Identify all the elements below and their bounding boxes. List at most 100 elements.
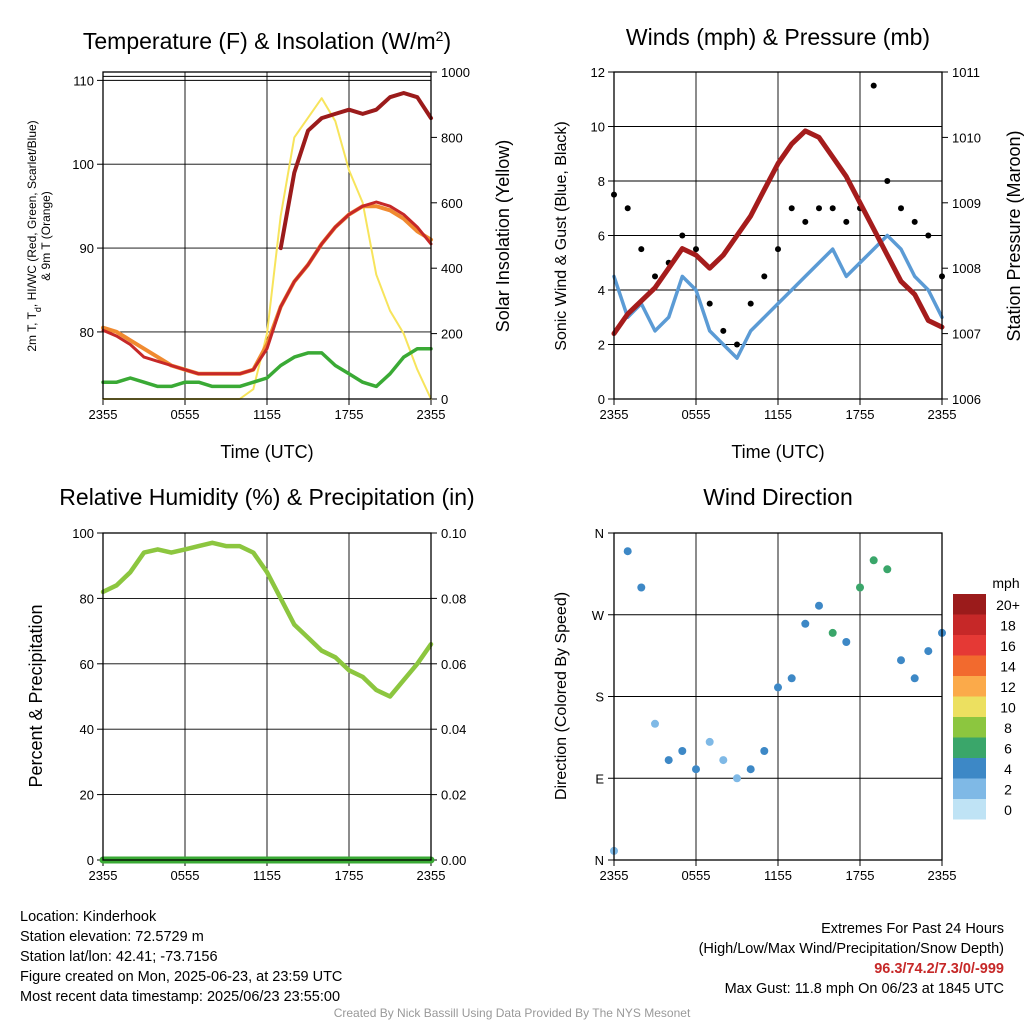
legend-label: 12	[1000, 679, 1016, 695]
wind-ytick-label: 2	[598, 338, 605, 353]
temp-ytick-right-label: 800	[441, 130, 463, 145]
legend-label: 0	[1004, 802, 1012, 818]
gust-point	[734, 341, 740, 348]
gust-point	[624, 205, 631, 212]
direction-point	[692, 765, 700, 774]
rh-xtick-label: 2355	[417, 868, 446, 883]
rh-ytick-label: 20	[80, 788, 94, 803]
temp-ytick-label: 90	[80, 241, 94, 256]
direction-point	[719, 756, 728, 765]
extremes-subtitle: (High/Low/Max Wind/Precipitation/Snow De…	[698, 941, 1004, 957]
temp-ytick-right-label: 600	[441, 196, 463, 211]
temp-ytick-right-label: 0	[441, 392, 448, 407]
gust-point	[747, 300, 754, 307]
direction-point	[705, 737, 714, 746]
gust-point	[638, 246, 645, 253]
temp-ytick-right-label: 200	[441, 327, 463, 342]
info-elevation: Station elevation: 72.5729 m	[20, 929, 204, 945]
direction-point	[842, 638, 851, 646]
gust-point	[870, 82, 877, 89]
temp-ylabel-sub: d	[33, 307, 43, 312]
legend-label: 14	[1000, 659, 1016, 675]
dir-xtick-label: 0555	[682, 868, 711, 883]
temp-ytick-right-label: 400	[441, 261, 463, 276]
legend-swatch	[953, 799, 986, 820]
gust-point	[898, 205, 904, 212]
temperature-panel: 2355 0555 1155 1755 2355 80 90 100 110 0 200 400 600…	[25, 28, 513, 462]
temp-xtick-label: 0555	[171, 407, 200, 422]
rh-xtick-label: 1155	[253, 868, 281, 883]
wind-xtick-label: 2355	[600, 407, 629, 422]
direction-point	[746, 765, 755, 774]
rh-ytick-right-label: 0.02	[441, 788, 466, 803]
station-pressure-line	[611, 128, 945, 337]
legend-label: 4	[1004, 761, 1012, 777]
rh-ylabel: Percent & Precipitation	[26, 604, 46, 787]
rh-title: Relative Humidity (%) & Precipitation (i…	[59, 484, 474, 510]
legend-swatch	[953, 655, 986, 676]
rh-ytick-label: 0	[87, 853, 94, 868]
wind-ytick-label: 10	[591, 120, 605, 135]
dir-ytick-label: S	[595, 690, 604, 705]
temp-title-end: )	[443, 28, 451, 54]
gust-point	[788, 205, 795, 212]
temp-ylabel-right: Solar Insolation (Yellow)	[493, 140, 513, 332]
direction-point	[664, 756, 673, 765]
extremes-title: Extremes For Past 24 Hours	[821, 921, 1004, 937]
legend-swatch	[953, 696, 986, 717]
legend-swatch	[953, 758, 986, 779]
direction-point	[623, 547, 632, 556]
credit-line: Created By Nick Bassill Using Data Provi…	[333, 1006, 691, 1020]
wind-title: Winds (mph) & Pressure (mb)	[626, 24, 930, 50]
legend-swatch	[953, 778, 986, 799]
direction-point	[678, 747, 687, 755]
temp-ytick-label: 100	[72, 157, 94, 172]
gust-point	[706, 300, 713, 307]
rh-ytick-right-label: 0.00	[441, 853, 466, 868]
dir-title: Wind Direction	[703, 484, 853, 510]
rh-ytick-label: 60	[80, 657, 94, 672]
legend-label: 2	[1004, 782, 1012, 798]
direction-point	[801, 619, 810, 628]
gust-point	[802, 218, 809, 225]
heat-index-line	[278, 91, 433, 251]
dir-ytick-label: W	[592, 608, 605, 623]
extremes-info: Extremes For Past 24 Hours (High/Low/Max…	[699, 919, 1004, 999]
dir-ylabel: Direction (Colored By Speed)	[553, 592, 570, 800]
info-location: Location: Kinderhook	[20, 909, 157, 925]
direction-point	[828, 628, 837, 637]
direction-point	[856, 583, 864, 592]
legend-label: 20+	[996, 597, 1020, 613]
gust-point	[843, 218, 850, 225]
rh-ytick-right-label: 0.10	[441, 526, 466, 541]
gust-point	[829, 205, 836, 212]
wind-ytick-right-label: 1009	[952, 196, 981, 211]
temp-title: Temperature (F) & Insolation (W/m2)	[83, 28, 451, 54]
temp-xlabel: Time (UTC)	[220, 442, 313, 462]
direction-point	[760, 747, 769, 755]
dir-ytick-label: N	[595, 853, 604, 868]
temp-ylabel-1: 2m T, Td, HI/WC (Red, Green, Scarlet/Blu…	[25, 120, 43, 351]
dir-frame	[613, 532, 943, 861]
direction-point	[787, 674, 796, 683]
station-info: Location: Kinderhook Station elevation: …	[20, 907, 342, 1007]
wind-ytick-right-label: 1010	[952, 130, 981, 145]
legend-swatch	[953, 717, 986, 738]
direction-point	[733, 774, 741, 783]
info-created: Figure created on Mon, 2025-06-23, at 23…	[20, 969, 343, 985]
temp-frame	[102, 71, 432, 400]
dewpoint-line	[101, 346, 433, 389]
temp-ylabel-2: & 9m T (Orange)	[39, 191, 53, 281]
direction-point	[637, 583, 646, 592]
legend-title: mph	[992, 575, 1019, 591]
direction-point	[774, 683, 782, 692]
max-gust: Max Gust: 11.8 mph On 06/23 at 1845 UTC	[724, 981, 1004, 997]
rh-ytick-right-label: 0.04	[441, 722, 466, 737]
direction-point	[910, 674, 919, 683]
rh-frame	[102, 532, 432, 861]
temp-ylabel-rest: , HI/WC (Red, Green, Scarlet/Blue)	[25, 120, 39, 307]
info-timestamp: Most recent data timestamp: 2025/06/23 2…	[20, 989, 341, 1005]
legend-swatch	[953, 737, 986, 758]
gust-point	[911, 218, 918, 225]
legend-label: 8	[1004, 720, 1012, 736]
